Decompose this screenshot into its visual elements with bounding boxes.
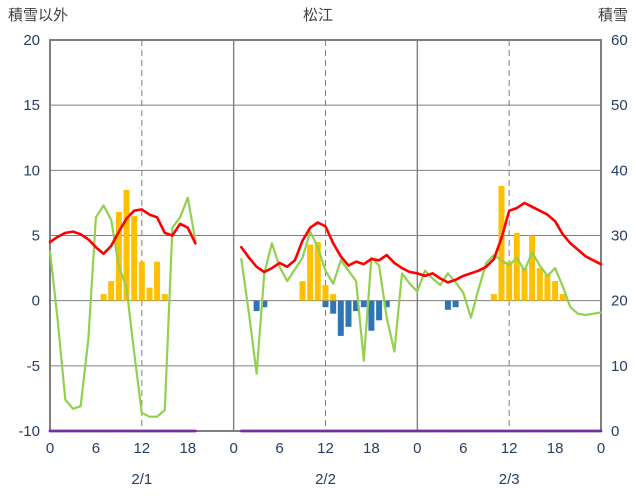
bar [123,189,130,301]
right-axis-tick-label: 20 [611,293,628,310]
bar [559,294,566,301]
bar [131,216,138,301]
x-axis-tick-label: 12 [133,440,150,457]
left-axis-tick-label: 0 [32,293,40,310]
x-axis-tick-label: 18 [179,440,196,457]
x-axis-tick-label: 6 [92,440,100,457]
left-axis-tick-label: -5 [27,358,40,375]
bar [498,186,505,301]
right-axis-tick-label: 60 [611,32,628,49]
bar [544,274,551,301]
left-axis-tick-label: -10 [18,423,40,440]
green-line [48,196,603,418]
bar [115,212,122,301]
x-axis-tick-label: 12 [501,440,518,457]
left-axis-tick-label: 15 [23,97,40,114]
x-axis-tick-label: 0 [230,440,238,457]
x-axis-tick-label: 6 [459,440,467,457]
x-axis-tick-label: 0 [597,440,605,457]
left-axis-tick-label: 5 [32,228,40,245]
bar [299,281,306,301]
bar [330,300,337,314]
bar [552,281,559,301]
right-axis-tick-label: 40 [611,162,628,179]
x-axis-tick-label: 6 [275,440,283,457]
bar [322,285,329,301]
bar [345,300,352,327]
right-axis-tick-label: 0 [611,423,619,440]
bar [322,300,329,308]
x-axis-tick-label: 18 [363,440,380,457]
x-axis-tick-label: 12 [317,440,334,457]
bar [154,261,161,301]
bar [161,294,168,301]
day-label: 2/3 [499,471,520,488]
x-axis-tick-label: 0 [46,440,54,457]
bar [330,294,337,301]
day-label: 2/2 [315,471,336,488]
bar [521,268,528,301]
bar [314,242,321,301]
bar [353,300,360,312]
bar [261,300,268,308]
right-axis-tick-label: 50 [611,97,628,114]
right-axis-tick-label: 30 [611,228,628,245]
bar [337,300,344,336]
bar [452,300,459,308]
bar [506,261,513,301]
x-axis-tick-label: 18 [547,440,564,457]
bar [383,300,390,308]
day-label: 2/1 [131,471,152,488]
bar [108,281,115,301]
bar [100,294,107,301]
left-axis-tick-label: 10 [23,162,40,179]
orange-bars [100,186,566,301]
right-axis-title: 積雪 [598,7,628,24]
bar [490,294,497,301]
bar [253,300,260,312]
bar [444,300,451,310]
bar [513,232,520,301]
left-axis-title: 積雪以外 [8,7,68,24]
chart-title: 松江 [303,7,333,24]
bar [536,268,543,301]
bar [376,300,383,321]
left-axis-tick-label: 20 [23,32,40,49]
blue-bars [253,300,459,336]
bar [360,300,367,308]
bar [146,287,153,301]
bar [307,244,314,301]
red-line [48,201,603,284]
x-axis-tick-label: 0 [413,440,421,457]
bar [529,235,536,301]
bar [368,300,375,331]
right-axis-tick-label: 10 [611,358,628,375]
bar [138,261,145,301]
